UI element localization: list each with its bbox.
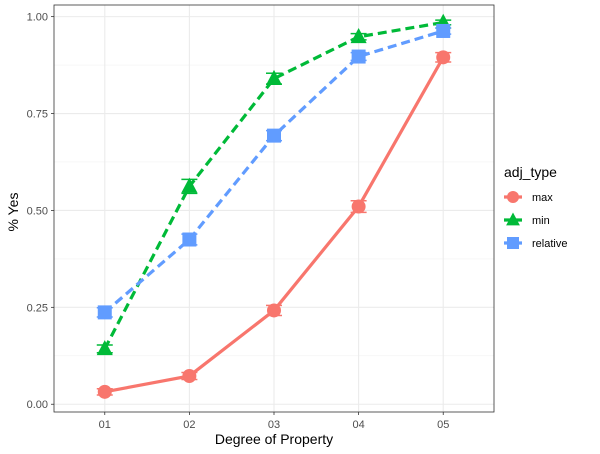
y-tick-label: 1.00 [27, 12, 48, 24]
data-point-max [182, 368, 197, 383]
y-tick-label: 0.00 [27, 399, 48, 411]
data-point-min [96, 340, 113, 356]
x-tick-label: 03 [268, 419, 280, 431]
y-axis-title: % Yes [5, 193, 21, 232]
plot-area: 0.00 0.25 0.50 0.75 1.00 01 02 03 04 05 [27, 4, 495, 431]
x-tick-label: 02 [183, 419, 195, 431]
data-point-min [265, 69, 283, 85]
legend-key-marker-min [506, 212, 520, 226]
legend-key-marker-relative [507, 237, 519, 249]
data-point-max [267, 303, 281, 318]
data-point-relative [351, 49, 366, 64]
y-tick-label: 0.50 [27, 205, 48, 217]
data-point-min [350, 28, 367, 44]
y-tick-label: 0.25 [27, 302, 48, 314]
x-tick-label: 04 [352, 419, 364, 431]
data-point-relative [182, 232, 197, 247]
legend-label-min: min [532, 215, 550, 227]
legend: adj_type max min relative [504, 164, 567, 250]
x-tick-label: 01 [99, 419, 111, 431]
data-point-relative [267, 128, 281, 143]
legend-key-marker-max [507, 191, 519, 203]
data-point-relative [436, 23, 451, 38]
legend-title: adj_type [504, 164, 557, 180]
data-point-max [436, 50, 451, 65]
data-point-max [97, 384, 112, 399]
x-axis-title: Degree of Property [215, 431, 333, 447]
legend-label-relative: relative [532, 238, 567, 250]
data-point-min [181, 177, 198, 193]
data-point-max [351, 199, 366, 214]
y-tick-label: 0.75 [27, 109, 48, 121]
legend-label-max: max [532, 192, 553, 204]
plot-panel-border [53, 4, 495, 413]
x-tick-label: 05 [437, 419, 449, 431]
data-point-relative [97, 305, 112, 320]
